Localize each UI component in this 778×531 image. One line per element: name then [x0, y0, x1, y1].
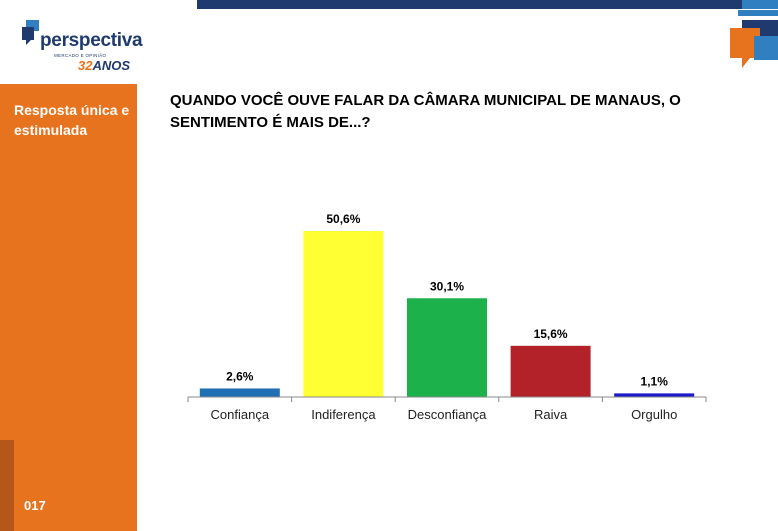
logo-mark-icon — [22, 20, 39, 45]
logo-wordmark: perspectiva — [40, 30, 143, 51]
corner-brand-icon — [730, 10, 778, 68]
side-panel — [0, 84, 137, 531]
bar-chart: 2,6% Confiança 50,6% Indiferença 30,1% Descon… — [150, 190, 750, 440]
bar-confiança — [199, 388, 280, 397]
category-label: Indiferença — [311, 407, 376, 422]
question-type-label: Resposta única e estimulada — [14, 102, 130, 138]
category-label: Raiva — [534, 407, 568, 422]
category-label: Orgulho — [631, 407, 677, 422]
top-header-accent — [742, 0, 778, 9]
chart-title: QUANDO VOCÊ OUVE FALAR DA CÂMARA MUNICIP… — [170, 92, 681, 131]
bar-indiferença — [303, 231, 384, 397]
bar-raiva — [510, 345, 591, 397]
category-label: Desconfiança — [408, 407, 488, 422]
perspectiva-logo: perspectiva MERCADO E OPINIÃO 32ANOS — [22, 18, 143, 74]
bar-orgulho — [614, 393, 695, 397]
bar-desconfiança — [407, 298, 487, 397]
data-label: 1,1% — [641, 374, 669, 388]
logo-tagline: MERCADO E OPINIÃO — [54, 53, 107, 58]
logo-anniversary: 32ANOS — [78, 58, 130, 73]
data-label: 30,1% — [430, 279, 464, 293]
top-header-bar — [197, 0, 742, 9]
data-label: 2,6% — [226, 369, 254, 383]
logo-years-word: ANOS — [92, 58, 131, 73]
data-label: 15,6% — [534, 327, 568, 341]
side-panel-accent — [0, 440, 14, 531]
page-number: 017 — [24, 498, 46, 513]
data-label: 50,6% — [326, 212, 360, 226]
bar-chart-svg: 2,6% Confiança 50,6% Indiferença 30,1% Descon… — [187, 212, 707, 422]
category-label: Confiança — [211, 407, 270, 422]
logo-years-number: 32 — [78, 58, 93, 73]
